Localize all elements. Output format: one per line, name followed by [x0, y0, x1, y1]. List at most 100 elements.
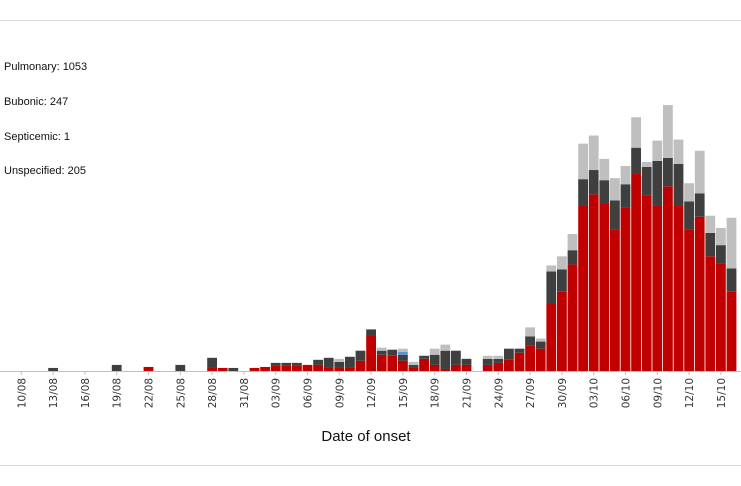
bar-bubonic-08-09 [323, 357, 334, 368]
bar-bubonic-17-09 [419, 355, 429, 359]
bar-unspecified-14-10 [705, 215, 716, 233]
bar-bubonic-03-10 [588, 170, 599, 195]
bars-group [48, 105, 737, 372]
bar-bubonic-09-09 [334, 361, 345, 368]
bar-pulmonary-17-09 [419, 358, 429, 371]
bar-pulmonary-12-10 [684, 229, 694, 371]
bar-bubonic-18-09 [429, 354, 440, 365]
bar-unspecified-24-09 [493, 355, 504, 359]
bar-pulmonary-29-09 [546, 304, 557, 371]
bar-unspecified-23-09 [482, 355, 493, 359]
bar-bubonic-30-09 [557, 269, 567, 292]
x-tick-label-12-10: 12/10 [684, 378, 696, 408]
bar-unspecified-27-09 [525, 327, 535, 337]
bar-pulmonary-05-09 [292, 365, 302, 372]
bar-bubonic-27-09 [525, 336, 535, 346]
bar-unspecified-18-09 [429, 348, 440, 355]
bar-pulmonary-28-09 [535, 348, 546, 371]
bar-bubonic-15-10 [716, 245, 726, 264]
bar-bubonic-20-09 [451, 350, 461, 365]
bar-bubonic-10-10 [663, 157, 673, 187]
bar-pulmonary-27-09 [525, 345, 535, 372]
bar-unspecified-15-10 [716, 227, 726, 246]
bar-unspecified-09-09 [334, 358, 345, 362]
x-tick-label-22-08: 22/08 [144, 378, 156, 408]
legend-unspecified: Unspecified: 205 [4, 165, 86, 177]
bar-unspecified-02-10 [578, 143, 588, 180]
bar-bubonic-01-10 [567, 250, 578, 265]
bar-pulmonary-29-08 [217, 367, 228, 371]
bar-bubonic-16-09 [408, 364, 419, 368]
bar-unspecified-28-09 [535, 338, 546, 342]
bar-pulmonary-03-10 [588, 194, 599, 371]
bar-pulmonary-10-10 [663, 186, 673, 371]
bar-unspecified-01-10 [567, 233, 578, 251]
x-tick-label-10-08: 10/08 [16, 378, 28, 408]
x-tick-label-31-08: 31/08 [239, 378, 251, 408]
bar-unspecified-08-10 [641, 161, 652, 167]
x-tick-label-15-09: 15/09 [398, 378, 410, 408]
bar-pulmonary-21-09 [461, 364, 472, 371]
bar-bubonic-13-08 [48, 367, 58, 371]
x-tick-label-09-10: 09/10 [652, 378, 664, 408]
x-tick-label-15-10: 15/10 [716, 378, 728, 408]
bar-bubonic-05-09 [292, 362, 302, 366]
bar-pulmonary-15-10 [716, 263, 726, 371]
x-tick-label-30-09: 30/09 [557, 378, 569, 408]
bar-pulmonary-08-10 [641, 195, 652, 371]
bar-bubonic-08-10 [641, 166, 652, 196]
bar-pulmonary-20-09 [451, 364, 461, 371]
bar-pulmonary-16-09 [408, 367, 419, 371]
bar-pulmonary-04-10 [599, 203, 610, 371]
bar-unspecified-16-10 [726, 217, 737, 269]
bar-pulmonary-09-09 [334, 367, 345, 371]
bar-pulmonary-19-09 [440, 368, 451, 371]
bar-bubonic-07-09 [313, 359, 323, 365]
x-tick-label-25-08: 25/08 [175, 378, 187, 408]
x-axis-ticks: 07/0810/0813/0816/0819/0822/0825/0828/08… [16, 371, 728, 408]
x-tick-label-06-09: 06/09 [303, 378, 315, 408]
bar-unspecified-13-10 [694, 150, 705, 194]
bar-pulmonary-06-10 [620, 207, 631, 371]
bar-bubonic-13-10 [694, 193, 705, 217]
bar-pulmonary-11-10 [673, 205, 684, 371]
bar-pulmonary-13-09 [376, 354, 387, 371]
bar-bubonic-11-10 [673, 163, 684, 206]
bar-bubonic-28-08 [207, 357, 217, 368]
bar-pulmonary-03-09 [270, 365, 281, 372]
bar-bubonic-29-09 [546, 271, 557, 305]
bar-bubonic-19-09 [440, 350, 451, 369]
bar-pulmonary-26-09 [514, 352, 525, 371]
bar-pulmonary-24-09 [493, 362, 504, 371]
x-tick-label-03-09: 03/09 [271, 378, 283, 408]
bar-unspecified-15-09 [398, 348, 408, 352]
bar-bubonic-05-10 [610, 200, 620, 230]
x-tick-label-18-09: 18/09 [430, 378, 442, 408]
x-tick-label-24-09: 24/09 [493, 378, 505, 408]
x-axis-title: Date of onset [321, 428, 411, 445]
x-tick-label-06-10: 06/10 [621, 378, 633, 408]
bar-unspecified-13-09 [376, 347, 387, 351]
bar-bubonic-23-09 [482, 358, 493, 365]
bar-bubonic-03-09 [270, 362, 281, 366]
bar-pulmonary-02-09 [260, 366, 270, 371]
bar-bubonic-15-09 [398, 354, 408, 361]
bar-bubonic-19-08 [111, 364, 122, 371]
legend-pulmonary: Pulmonary: 1053 [4, 61, 87, 73]
bar-pulmonary-25-09 [504, 359, 514, 371]
bar-bubonic-21-09 [461, 358, 472, 365]
bar-pulmonary-15-09 [398, 360, 408, 371]
bar-unspecified-04-10 [599, 158, 610, 181]
bar-unspecified-06-10 [620, 165, 631, 185]
bar-bubonic-25-09 [504, 348, 514, 360]
bar-bubonic-14-10 [705, 232, 716, 257]
bar-pulmonary-06-09 [302, 364, 313, 371]
bar-unspecified-03-10 [588, 135, 599, 171]
bar-pulmonary-14-10 [705, 256, 716, 372]
bar-bubonic-30-08 [228, 367, 239, 371]
x-tick-label-09-09: 09/09 [334, 378, 346, 408]
bar-bubonic-04-10 [599, 180, 610, 204]
bar-unspecified-11-10 [673, 139, 684, 164]
bar-pulmonary-08-09 [323, 367, 334, 371]
